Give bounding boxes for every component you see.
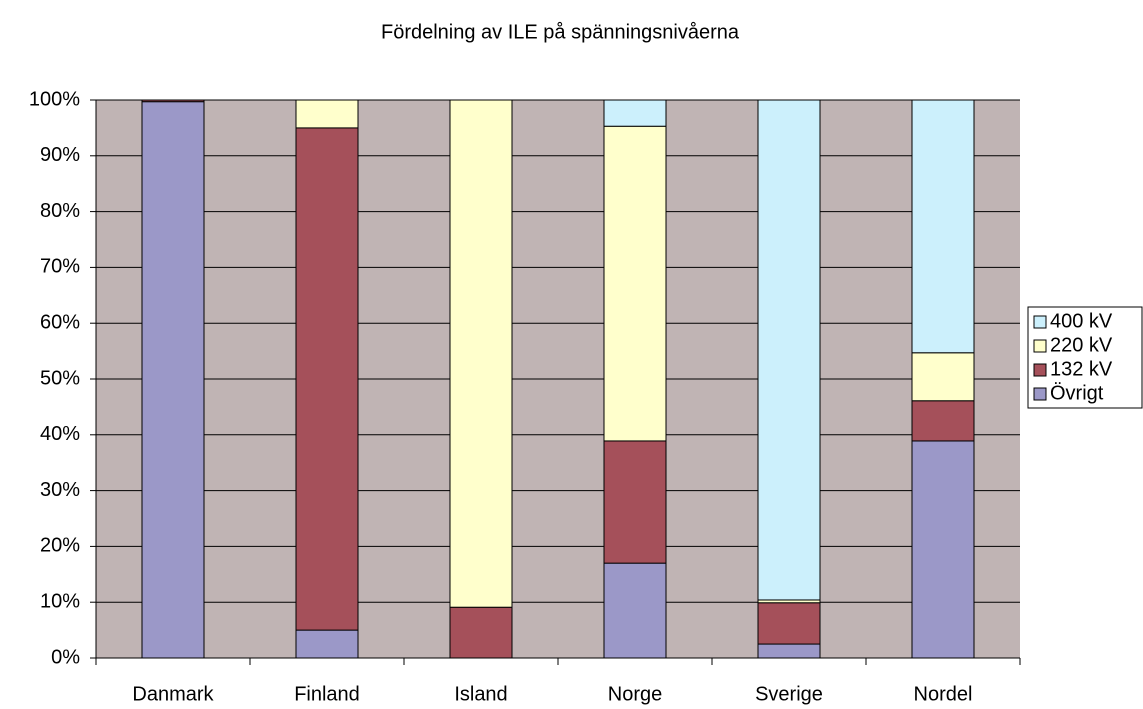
bar-segment <box>295 99 359 129</box>
legend-swatch <box>1033 387 1047 401</box>
legend-swatch <box>1033 339 1047 353</box>
bar-segment <box>757 602 821 645</box>
y-tick-label: 100% <box>29 88 80 110</box>
y-tick-label: 40% <box>40 423 80 445</box>
y-tick-label: 10% <box>40 590 80 612</box>
bar-segment <box>603 125 667 442</box>
x-tick-label: Norge <box>608 683 662 705</box>
legend-label: 400 kV <box>1050 310 1113 332</box>
bar-segment <box>911 99 975 354</box>
bar-segment <box>141 99 205 103</box>
legend-label: 220 kV <box>1050 334 1113 356</box>
y-tick-label: 60% <box>40 311 80 333</box>
y-tick-label: 0% <box>51 646 80 668</box>
bar-segment <box>449 99 513 608</box>
y-tick-label: 90% <box>40 144 80 166</box>
bar-segment <box>449 606 513 659</box>
y-tick-label: 20% <box>40 535 80 557</box>
chart-title: Fördelning av ILE på spänningsnivåerna <box>381 21 740 43</box>
bar-segment <box>141 101 205 659</box>
x-tick-label: Island <box>454 683 507 705</box>
bar-segment <box>757 99 821 601</box>
legend-label: Övrigt <box>1050 382 1104 404</box>
x-tick-label: Danmark <box>132 683 214 705</box>
x-tick-label: Sverige <box>755 683 823 705</box>
legend-swatch <box>1033 363 1047 377</box>
bar-segment <box>603 440 667 564</box>
bar-segment <box>603 562 667 659</box>
bar-segment <box>757 643 821 659</box>
y-tick-label: 80% <box>40 200 80 222</box>
legend <box>1027 306 1143 409</box>
bar-segment <box>295 629 359 659</box>
x-tick-label: Nordel <box>914 683 973 705</box>
bar-segment <box>295 127 359 631</box>
legend-swatch <box>1033 315 1047 329</box>
x-tick-label: Finland <box>294 683 360 705</box>
bar-segment <box>911 400 975 442</box>
y-tick-label: 70% <box>40 256 80 278</box>
y-tick-label: 50% <box>40 367 80 389</box>
y-tick-label: 30% <box>40 479 80 501</box>
bar-segment <box>911 440 975 659</box>
bar-segment <box>911 352 975 402</box>
bar-segment <box>603 99 667 127</box>
legend-label: 132 kV <box>1050 358 1113 380</box>
